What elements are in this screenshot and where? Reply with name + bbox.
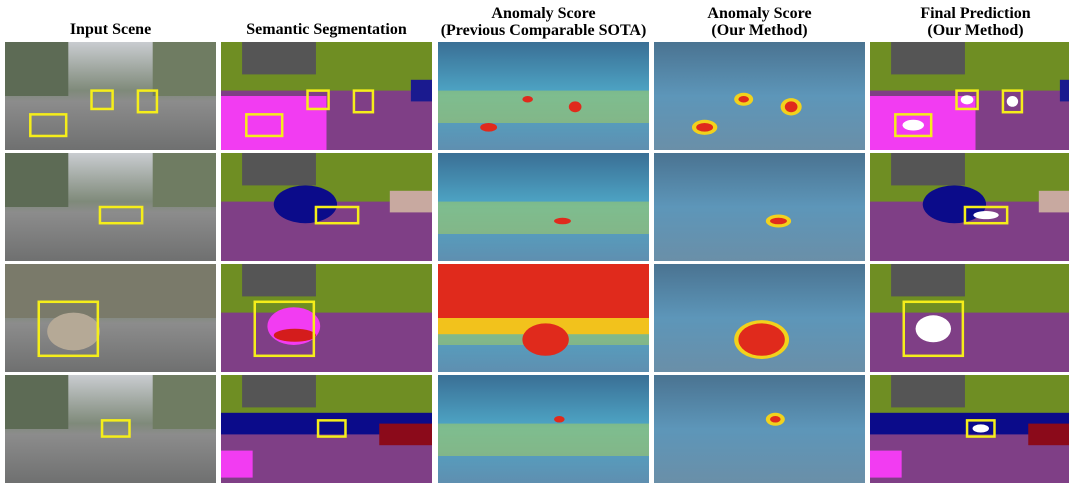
blob <box>480 123 497 132</box>
region <box>5 153 68 207</box>
region <box>390 191 432 213</box>
region <box>221 451 253 478</box>
region <box>153 42 216 96</box>
region <box>870 451 902 478</box>
blob <box>522 96 533 102</box>
heatmap <box>654 375 865 483</box>
region <box>438 264 649 318</box>
blob <box>1007 96 1018 107</box>
image-tile <box>221 153 432 261</box>
blob <box>973 424 989 432</box>
image-tile <box>654 375 865 483</box>
image-tile <box>654 42 865 150</box>
image-tile <box>870 264 1069 372</box>
blob <box>554 416 565 422</box>
blob <box>696 123 713 132</box>
blob <box>961 95 974 104</box>
image-tile <box>5 264 216 372</box>
column-header: Final Prediction <box>920 5 1030 22</box>
image-tile <box>221 264 432 372</box>
image-tile <box>870 153 1069 261</box>
column-header: Anomaly Score <box>491 5 595 22</box>
blob <box>554 218 571 224</box>
blob <box>738 323 784 355</box>
heatmap <box>654 42 865 150</box>
image-tile <box>654 264 865 372</box>
region <box>411 80 432 102</box>
region <box>379 424 432 446</box>
column-header: (Previous Comparable SOTA) <box>441 22 647 39</box>
blob <box>916 315 951 342</box>
region <box>891 42 965 74</box>
region <box>1060 80 1069 102</box>
blob <box>47 313 100 351</box>
blob <box>274 329 316 342</box>
region <box>242 42 316 74</box>
column-header: (Our Method) <box>711 22 807 39</box>
column-header: Semantic Segmentation <box>246 21 407 38</box>
heatmap <box>654 153 865 261</box>
image-tile <box>5 42 216 150</box>
image-tile <box>438 153 649 261</box>
blob <box>785 101 798 112</box>
image-tile <box>5 375 216 483</box>
region <box>891 264 965 296</box>
region <box>221 96 327 150</box>
column-header: Anomaly Score <box>707 5 811 22</box>
image-tile <box>654 153 865 261</box>
blob <box>902 120 924 131</box>
region <box>242 375 316 407</box>
image-tile <box>221 42 432 150</box>
region <box>438 202 649 234</box>
region <box>153 153 216 207</box>
region <box>153 375 216 429</box>
region <box>242 264 316 296</box>
region <box>438 91 649 123</box>
region <box>5 42 68 96</box>
blob <box>274 185 337 223</box>
image-tile <box>438 42 649 150</box>
region <box>1028 424 1069 446</box>
region <box>5 264 216 318</box>
region <box>5 375 68 429</box>
image-tile <box>438 264 649 372</box>
image-tile <box>221 375 432 483</box>
blob <box>738 96 749 102</box>
blob <box>569 101 582 112</box>
blob <box>770 218 787 224</box>
region <box>891 375 965 407</box>
region <box>891 153 965 185</box>
region <box>242 153 316 185</box>
blob <box>522 323 568 355</box>
region <box>438 424 649 456</box>
image-tile <box>870 375 1069 483</box>
column-header: Input Scene <box>70 21 151 38</box>
blob <box>770 416 781 422</box>
image-tile <box>438 375 649 483</box>
blob <box>973 211 998 219</box>
region <box>1039 191 1069 213</box>
figure: Input Scene Semantic Segmentation Anomaly … <box>0 0 1069 483</box>
column-header: (Our Method) <box>927 22 1023 39</box>
image-tile <box>5 153 216 261</box>
image-tile <box>870 42 1069 150</box>
